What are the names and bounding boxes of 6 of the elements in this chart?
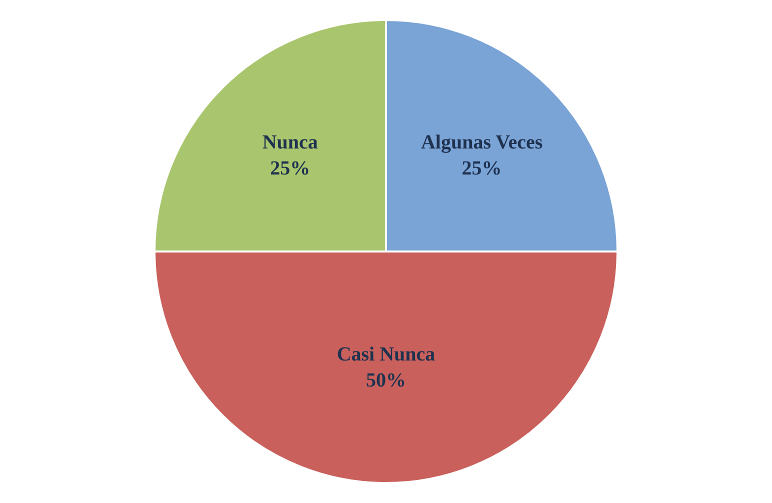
data-label: 50%: [366, 369, 406, 392]
slice-label: Casi Nunca: [336, 343, 436, 366]
data-label: 25%: [462, 158, 502, 180]
slice-label: Nunca: [262, 132, 318, 154]
data-label: 25%: [270, 158, 310, 180]
slice-label: Algunas Veces: [420, 132, 543, 154]
